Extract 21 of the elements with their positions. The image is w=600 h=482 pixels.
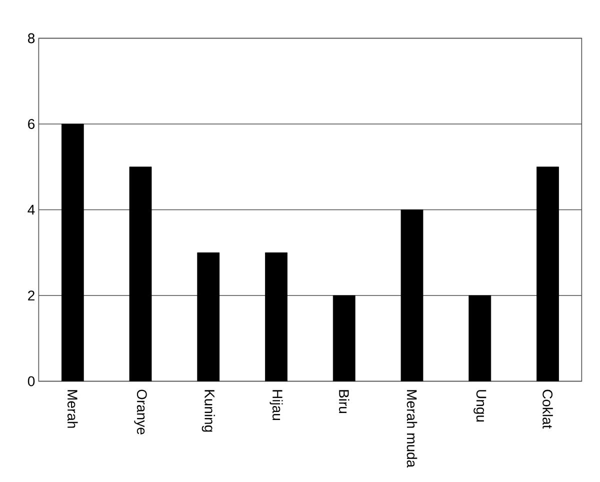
bar <box>332 295 356 382</box>
x-tick-label: Biru <box>338 390 350 413</box>
y-tick-label: 4 <box>28 204 35 215</box>
bar <box>265 252 288 382</box>
bar <box>400 210 424 382</box>
x-tick-label: Coklat <box>542 390 553 429</box>
x-tick-label: Merah <box>67 390 78 428</box>
x-tick-label: Merah muda <box>406 390 418 468</box>
y-tick-label: 6 <box>28 119 35 129</box>
x-tick-label: Hijau <box>270 390 283 420</box>
bar <box>197 252 220 382</box>
bar <box>129 166 152 382</box>
x-tick-label: Ungu <box>474 390 486 422</box>
y-tick-label: 2 <box>28 290 34 300</box>
x-tick-label: Oranye <box>134 390 147 434</box>
y-tick-label: 8 <box>28 33 35 44</box>
bar <box>468 295 492 382</box>
y-tick-label: 0 <box>28 376 35 386</box>
x-tick-label: Kuning <box>202 390 215 432</box>
bar <box>536 166 559 382</box>
bar <box>61 124 84 382</box>
